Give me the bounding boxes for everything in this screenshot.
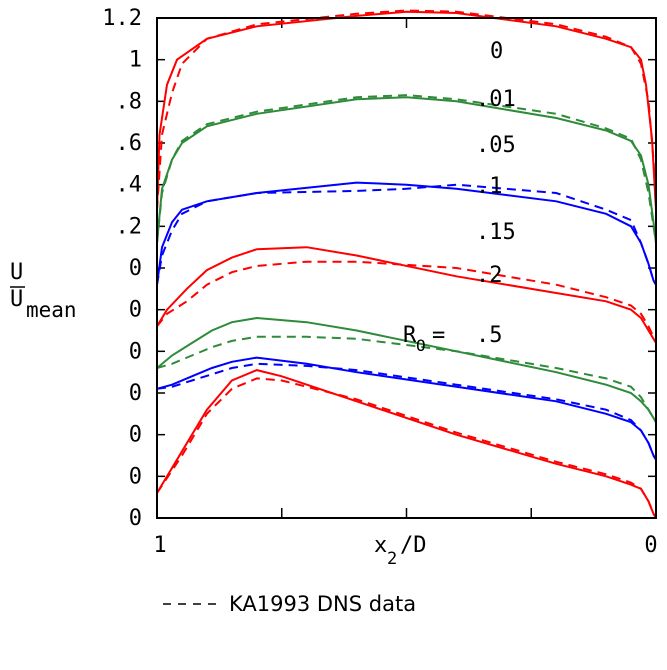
y-tick-label: 1 (129, 48, 142, 73)
y-tick-label: 0 (129, 256, 142, 281)
y-tick-label: .6 (116, 131, 143, 156)
ro-label-rest: = (432, 323, 445, 348)
y-tick-labels: 0 0 0 0 0 0 0 .2 .4 .6 .8 1 1.2 (102, 6, 142, 531)
x-axis-label: x 2 /D (374, 533, 427, 569)
x-tick-right: 0 (644, 533, 657, 558)
plot-frame (156, 17, 657, 519)
curve-label: .1 (476, 174, 503, 199)
y-tick-label: 0 (129, 381, 142, 406)
y-tick-label: 0 (129, 464, 142, 489)
curve-label: .5 (476, 323, 503, 348)
y-tick-label: 1.2 (102, 6, 142, 31)
axis-ticks (157, 18, 656, 518)
ro-label-sub: O (416, 336, 426, 355)
y-tick-label: 0 (129, 339, 142, 364)
y-tick-label: .4 (116, 173, 143, 198)
series-6-dashed-line (156, 377, 657, 519)
x-axis-label-rest: /D (400, 533, 427, 558)
series-0-solid-line (156, 10, 657, 210)
y-axis-label-numerator: U (10, 260, 23, 285)
legend: KA1993 DNS data (163, 592, 416, 616)
series-0-dashed-line (156, 9, 657, 210)
y-axis-label: U U mean (10, 260, 77, 322)
ro-label-main: R (403, 323, 417, 348)
y-tick-label: .2 (116, 214, 143, 239)
ro-label: R O = (403, 323, 445, 355)
y-tick-label: .8 (116, 89, 143, 114)
x-axis-label-sub: 2 (387, 549, 397, 569)
curve-label: .05 (476, 133, 516, 158)
x-axis-label-main: x (374, 533, 387, 558)
series-2-solid-line (156, 181, 657, 286)
legend-text: KA1993 DNS data (229, 592, 416, 616)
series-3-dashed-line (156, 260, 657, 344)
y-tick-label: 0 (129, 298, 142, 323)
series-2-dashed-line (156, 183, 657, 286)
curve-label: .2 (476, 263, 503, 288)
chart-curves (156, 9, 657, 519)
series-5-dashed-line (156, 362, 657, 461)
series-3-solid-line (156, 246, 657, 344)
curve-label: .15 (476, 220, 516, 245)
y-tick-label: 0 (129, 506, 142, 531)
curve-label: .01 (476, 87, 516, 112)
y-tick-label: 0 (129, 423, 142, 448)
series-1-solid-line (156, 96, 657, 244)
y-axis-label-denominator: U (10, 287, 23, 312)
curve-labels: 0 .01 .05 .1 .15 .2 .5 (476, 39, 516, 348)
y-axis-label-denominator-sub: mean (26, 298, 77, 322)
series-1-dashed-line (156, 94, 657, 244)
series-4-dashed-line (156, 335, 657, 423)
series-4-solid-line (156, 316, 657, 423)
series-5-solid-line (156, 356, 657, 461)
series-6-solid-line (156, 369, 657, 519)
x-tick-left: 1 (153, 533, 166, 558)
curve-label: 0 (490, 39, 503, 64)
